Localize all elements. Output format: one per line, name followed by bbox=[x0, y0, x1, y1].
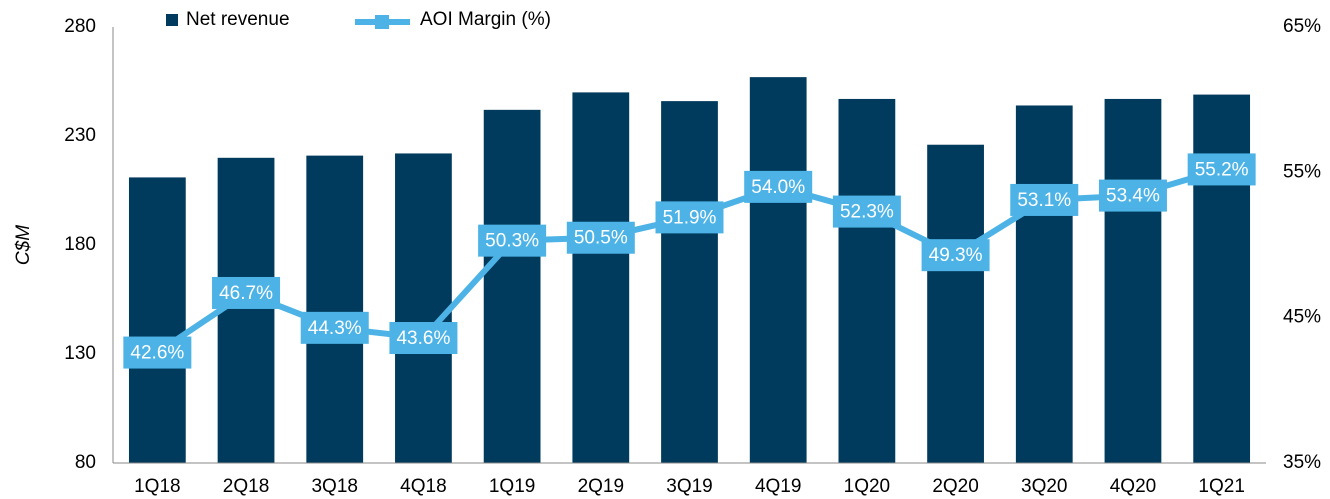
data-label: 49.3% bbox=[929, 245, 983, 266]
y-tick-label: 80 bbox=[75, 452, 96, 473]
data-label: 42.6% bbox=[130, 343, 184, 364]
data-label: 51.9% bbox=[663, 207, 717, 228]
y2-tick-label: 45% bbox=[1283, 307, 1321, 328]
x-tick-label: 1Q20 bbox=[844, 476, 890, 497]
data-label-box bbox=[832, 195, 901, 228]
data-label: 50.3% bbox=[485, 231, 539, 252]
data-label-box bbox=[1098, 179, 1167, 212]
y-axis-label: C$M bbox=[13, 225, 34, 265]
data-label-box bbox=[566, 221, 635, 254]
data-label: 44.3% bbox=[308, 318, 362, 339]
bar bbox=[1104, 98, 1162, 463]
bar bbox=[483, 109, 541, 463]
bar bbox=[927, 144, 984, 463]
data-label-box bbox=[655, 201, 724, 234]
data-label-box bbox=[1010, 183, 1079, 216]
data-label: 46.7% bbox=[219, 283, 273, 304]
bar bbox=[749, 77, 807, 463]
y-tick-label: 180 bbox=[64, 234, 96, 255]
x-tick-label: 1Q19 bbox=[489, 476, 535, 497]
legend-label: AOI Margin (%) bbox=[420, 9, 551, 30]
data-label-box bbox=[300, 311, 369, 344]
bar bbox=[1193, 94, 1251, 463]
bar bbox=[661, 101, 718, 464]
bar bbox=[128, 177, 186, 464]
bar bbox=[395, 153, 452, 463]
data-label-box bbox=[1187, 153, 1256, 186]
data-label-box bbox=[921, 239, 990, 272]
x-tick-label: 1Q21 bbox=[1198, 476, 1244, 497]
y-tick-label: 280 bbox=[64, 16, 96, 37]
data-label: 53.1% bbox=[1017, 190, 1071, 211]
x-tick-label: 3Q18 bbox=[311, 476, 357, 497]
x-tick-label: 2Q18 bbox=[223, 476, 269, 497]
x-tick-label: 2Q19 bbox=[578, 476, 624, 497]
legend-marker bbox=[375, 15, 389, 29]
data-label-box bbox=[744, 170, 813, 203]
data-label: 54.0% bbox=[751, 177, 805, 198]
data-label-box bbox=[389, 322, 458, 355]
data-label: 50.5% bbox=[574, 228, 628, 249]
x-tick-label: 4Q20 bbox=[1110, 476, 1156, 497]
data-label: 55.2% bbox=[1195, 159, 1249, 180]
y2-tick-label: 55% bbox=[1283, 161, 1321, 182]
x-tick-label: 4Q18 bbox=[400, 476, 446, 497]
data-label: 43.6% bbox=[396, 328, 450, 349]
x-tick-label: 1Q18 bbox=[134, 476, 180, 497]
data-label: 53.4% bbox=[1106, 186, 1160, 207]
y2-tick-label: 35% bbox=[1283, 452, 1321, 473]
bar bbox=[1015, 105, 1073, 463]
x-tick-label: 4Q19 bbox=[755, 476, 801, 497]
data-label-box bbox=[478, 224, 547, 257]
bar bbox=[217, 157, 275, 464]
x-tick-label: 3Q20 bbox=[1021, 476, 1067, 497]
data-label-box bbox=[212, 276, 281, 309]
x-tick-label: 3Q19 bbox=[666, 476, 712, 497]
data-label-box bbox=[123, 336, 192, 369]
legend-label: Net revenue bbox=[186, 9, 290, 30]
bar bbox=[572, 92, 630, 464]
x-tick-label: 2Q20 bbox=[932, 476, 978, 497]
bar bbox=[838, 98, 896, 463]
legend-swatch bbox=[166, 14, 178, 26]
bar bbox=[306, 155, 364, 463]
y2-tick-label: 65% bbox=[1283, 16, 1321, 37]
y-tick-label: 230 bbox=[64, 125, 96, 146]
data-label: 52.3% bbox=[840, 202, 894, 223]
y-tick-label: 130 bbox=[64, 343, 96, 364]
